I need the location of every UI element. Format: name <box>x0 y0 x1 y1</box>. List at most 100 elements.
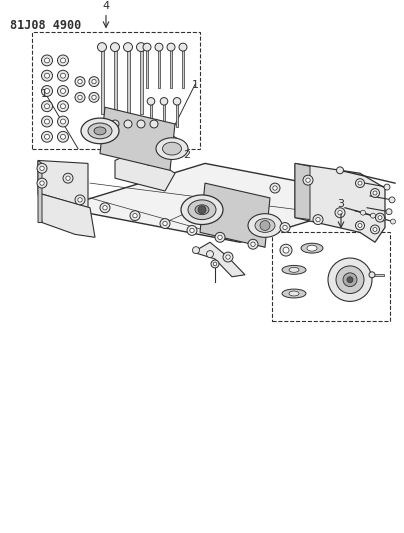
Polygon shape <box>38 193 95 237</box>
Bar <box>126 47 130 114</box>
Circle shape <box>133 214 137 218</box>
Polygon shape <box>193 243 245 277</box>
Circle shape <box>215 232 225 243</box>
Circle shape <box>75 77 85 86</box>
Circle shape <box>313 215 323 224</box>
Circle shape <box>98 120 106 128</box>
Polygon shape <box>100 107 175 171</box>
Circle shape <box>137 120 145 128</box>
Circle shape <box>75 195 85 205</box>
Polygon shape <box>38 160 42 223</box>
Circle shape <box>187 225 197 236</box>
Bar <box>163 101 165 127</box>
Circle shape <box>270 183 280 193</box>
Circle shape <box>358 223 362 228</box>
Circle shape <box>44 104 50 109</box>
Ellipse shape <box>255 219 275 232</box>
Ellipse shape <box>289 268 299 272</box>
Ellipse shape <box>289 291 299 296</box>
Circle shape <box>260 221 270 230</box>
Circle shape <box>306 178 310 182</box>
Circle shape <box>103 206 107 210</box>
Circle shape <box>303 175 313 185</box>
Circle shape <box>61 58 65 63</box>
Bar <box>101 124 103 141</box>
Circle shape <box>124 120 132 128</box>
Circle shape <box>92 95 96 100</box>
Circle shape <box>57 86 69 96</box>
Circle shape <box>78 198 82 202</box>
Circle shape <box>336 266 364 294</box>
Circle shape <box>356 221 364 230</box>
Polygon shape <box>60 164 385 243</box>
Circle shape <box>37 164 47 173</box>
Polygon shape <box>295 164 310 220</box>
Ellipse shape <box>195 205 209 215</box>
Bar <box>272 232 390 321</box>
Circle shape <box>391 219 396 224</box>
Circle shape <box>61 119 65 124</box>
Circle shape <box>198 206 206 214</box>
Circle shape <box>370 225 379 234</box>
Circle shape <box>251 242 255 246</box>
Text: 81J08 4900: 81J08 4900 <box>10 19 81 31</box>
Bar <box>153 124 155 141</box>
Circle shape <box>384 184 390 190</box>
Circle shape <box>44 134 50 139</box>
Circle shape <box>360 210 366 215</box>
Ellipse shape <box>162 142 181 155</box>
Circle shape <box>347 277 353 282</box>
Text: 1: 1 <box>191 79 198 90</box>
Circle shape <box>375 213 385 222</box>
Circle shape <box>44 58 50 63</box>
Circle shape <box>143 43 151 51</box>
Bar <box>32 33 200 149</box>
Circle shape <box>89 77 99 86</box>
Bar <box>114 47 116 114</box>
Ellipse shape <box>307 245 317 251</box>
Bar <box>182 47 184 87</box>
Circle shape <box>66 176 70 180</box>
Circle shape <box>316 217 320 222</box>
Circle shape <box>61 73 65 78</box>
Ellipse shape <box>282 265 306 274</box>
Circle shape <box>280 223 290 232</box>
Ellipse shape <box>248 214 282 237</box>
Circle shape <box>283 247 289 253</box>
Circle shape <box>381 216 385 221</box>
Circle shape <box>130 211 140 221</box>
Circle shape <box>100 203 110 213</box>
Circle shape <box>137 43 145 52</box>
Circle shape <box>78 95 82 100</box>
Ellipse shape <box>94 127 106 135</box>
Ellipse shape <box>282 289 306 298</box>
Circle shape <box>75 92 85 102</box>
Circle shape <box>97 43 107 52</box>
Circle shape <box>328 258 372 301</box>
Circle shape <box>343 273 357 287</box>
Circle shape <box>163 221 167 225</box>
Circle shape <box>280 244 292 256</box>
Circle shape <box>370 189 379 197</box>
Polygon shape <box>200 183 270 247</box>
Circle shape <box>369 272 375 278</box>
Bar <box>372 274 384 276</box>
Text: 3: 3 <box>337 199 345 209</box>
Circle shape <box>358 181 362 185</box>
Circle shape <box>192 247 200 254</box>
Circle shape <box>57 55 69 66</box>
Circle shape <box>40 166 44 171</box>
Circle shape <box>218 235 222 239</box>
Circle shape <box>338 211 342 215</box>
Circle shape <box>42 101 53 112</box>
Circle shape <box>179 43 187 51</box>
Polygon shape <box>145 129 178 158</box>
Circle shape <box>111 43 120 52</box>
Circle shape <box>206 251 213 257</box>
Circle shape <box>160 219 170 229</box>
Circle shape <box>42 116 53 127</box>
Circle shape <box>57 116 69 127</box>
Bar <box>140 124 142 141</box>
Circle shape <box>147 98 155 105</box>
Circle shape <box>42 55 53 66</box>
